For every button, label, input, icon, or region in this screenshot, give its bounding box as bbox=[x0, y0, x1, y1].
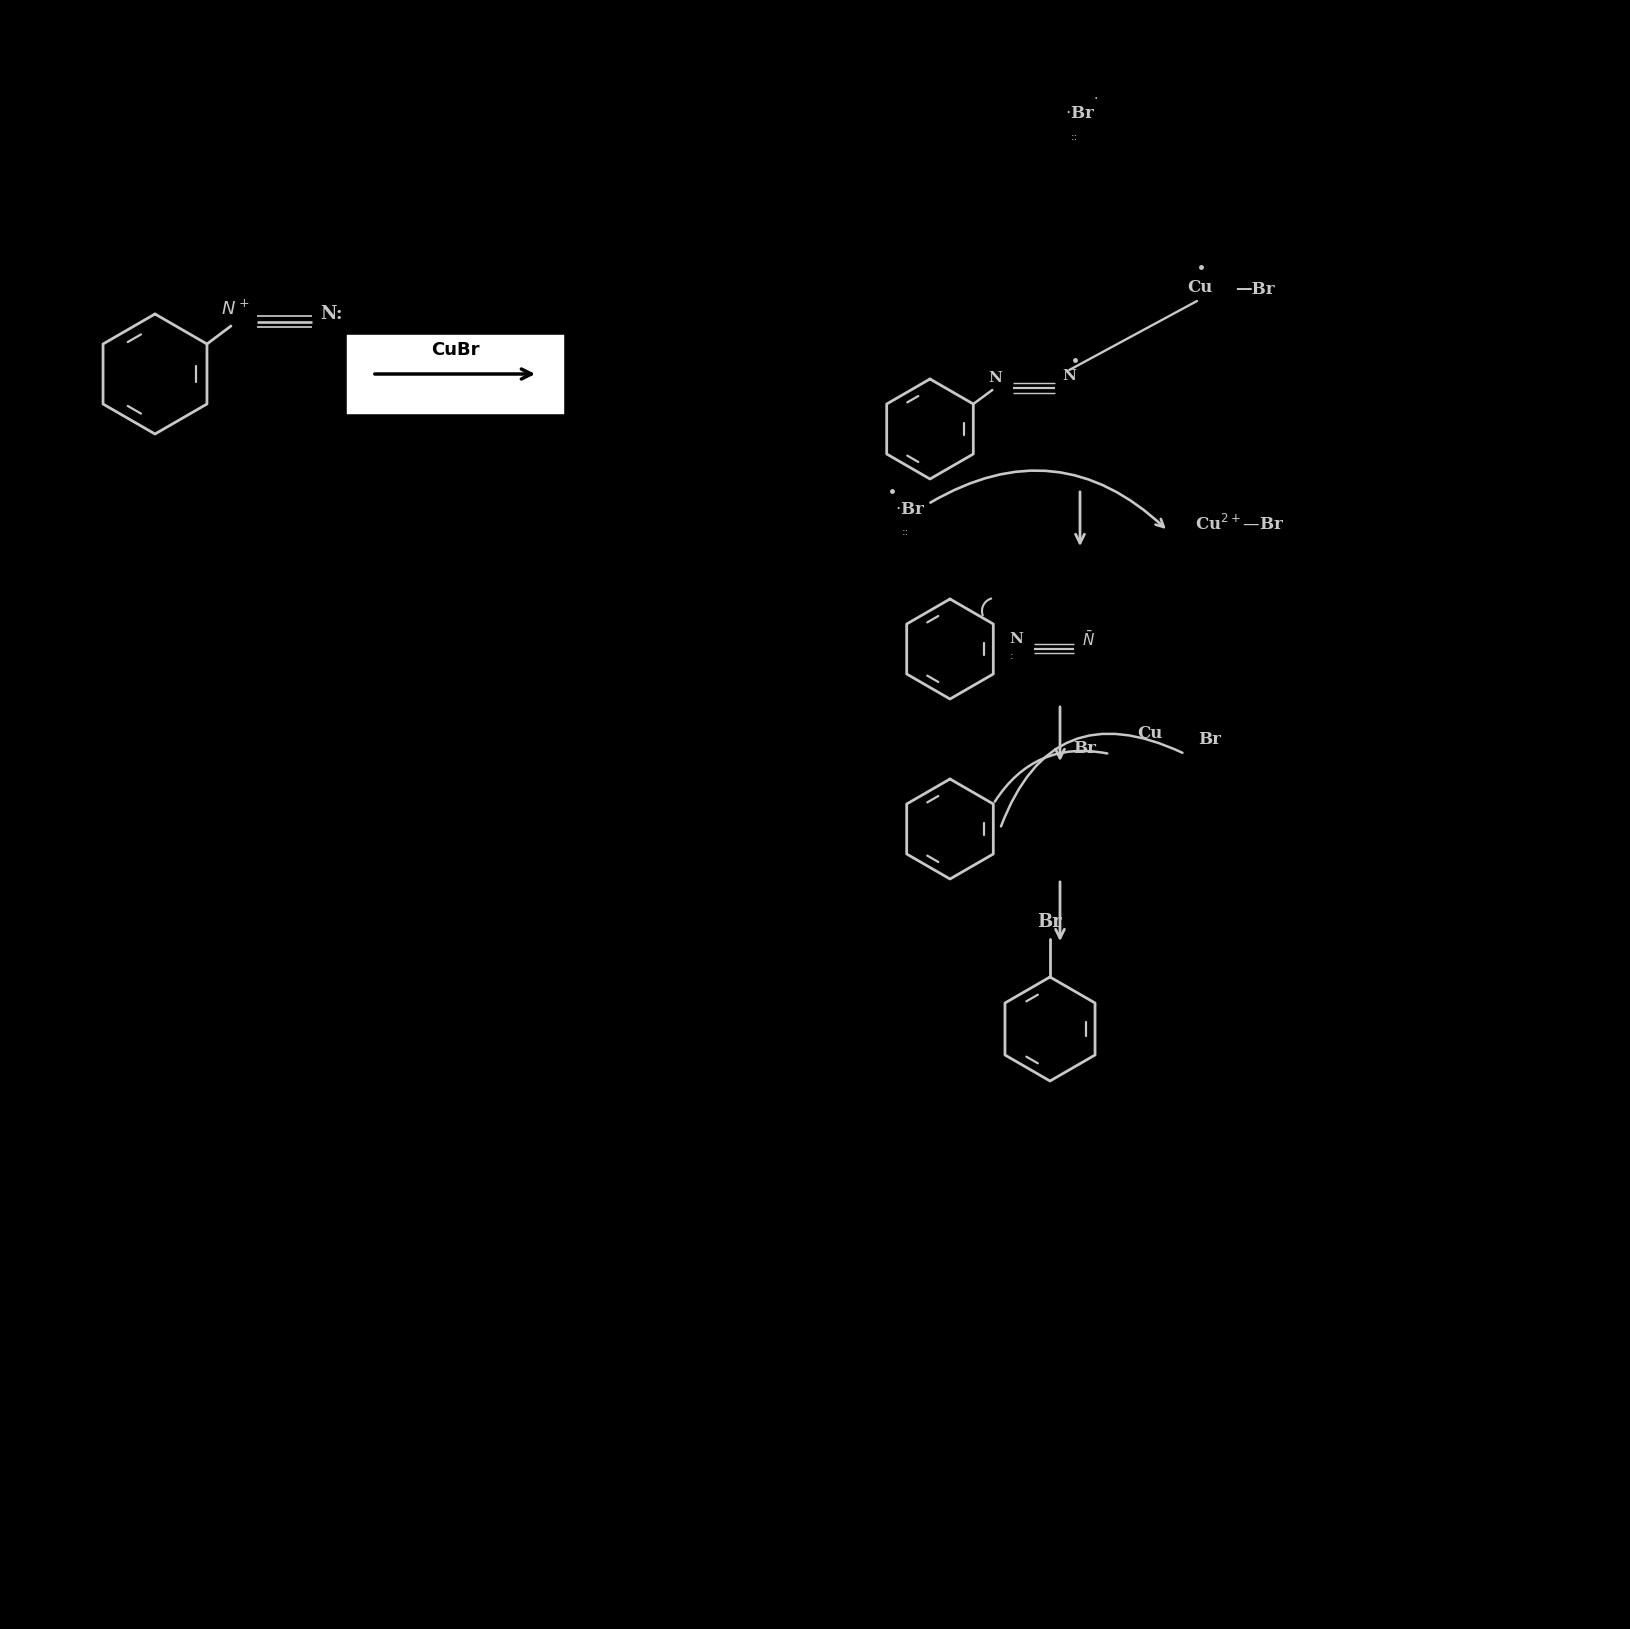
FancyBboxPatch shape bbox=[347, 336, 562, 412]
Text: Br: Br bbox=[1198, 730, 1221, 748]
Text: N: N bbox=[988, 371, 1001, 384]
Text: $\cdot$: $\cdot$ bbox=[1092, 90, 1097, 104]
Text: Cu$^{2+}$—Br: Cu$^{2+}$—Br bbox=[1195, 515, 1284, 534]
Text: Cu: Cu bbox=[1136, 725, 1162, 743]
Text: —Br: —Br bbox=[1234, 280, 1275, 298]
Text: $\cdot$Br: $\cdot$Br bbox=[1064, 106, 1094, 122]
Text: $N^+$: $N^+$ bbox=[220, 300, 249, 319]
Text: $\cdot$Br: $\cdot$Br bbox=[895, 500, 924, 518]
Text: ::: :: bbox=[1069, 132, 1077, 142]
Text: ::: :: bbox=[901, 528, 908, 538]
Text: N: N bbox=[1009, 632, 1022, 647]
Text: CuBr: CuBr bbox=[430, 340, 479, 358]
Text: Cu: Cu bbox=[1187, 279, 1213, 295]
Text: Br: Br bbox=[1073, 741, 1095, 757]
Text: Br: Br bbox=[1037, 912, 1061, 932]
Text: $\bar{N}$: $\bar{N}$ bbox=[1082, 629, 1095, 648]
Text: :: : bbox=[1009, 652, 1014, 661]
Text: N:: N: bbox=[321, 305, 342, 323]
Text: N: N bbox=[1061, 370, 1076, 383]
